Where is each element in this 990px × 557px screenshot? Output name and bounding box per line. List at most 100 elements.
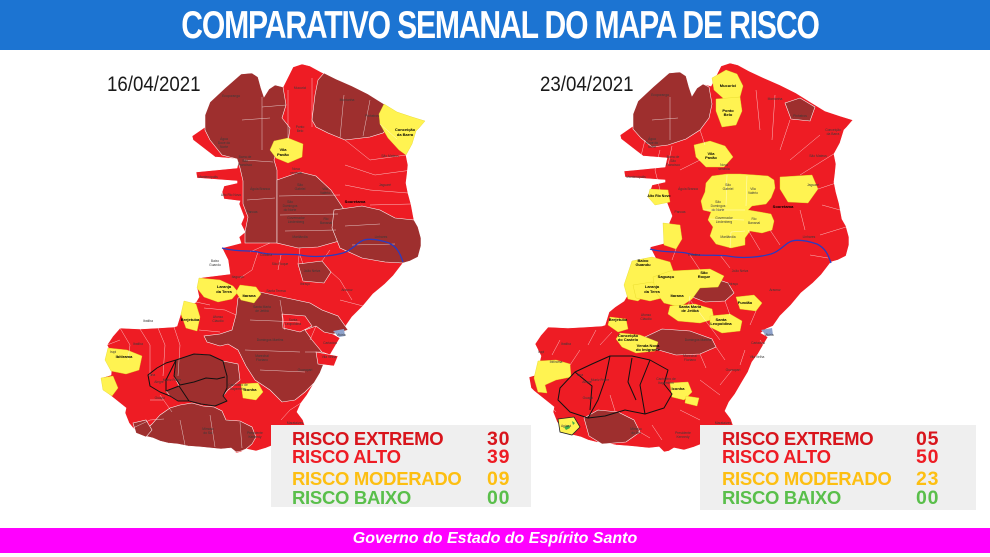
svg-text:do Sul: do Sul [203, 431, 213, 435]
svg-text:Ponto: Ponto [722, 108, 734, 113]
svg-text:Cariacica: Cariacica [751, 341, 765, 345]
svg-text:Pinheiros: Pinheiros [793, 114, 807, 118]
svg-text:Alegre: Alegre [154, 380, 164, 384]
svg-text:Alto Rio Novo: Alto Rio Novo [221, 193, 241, 197]
svg-text:Sooretama: Sooretama [773, 204, 794, 209]
svg-text:Mucurici: Mucurici [294, 86, 307, 90]
svg-text:Mucurici: Mucurici [720, 83, 736, 88]
svg-text:João Neiva: João Neiva [304, 269, 321, 273]
svg-text:Santa: Santa [716, 317, 728, 322]
svg-text:Vila: Vila [279, 147, 287, 152]
svg-text:Cláudio: Cláudio [212, 319, 223, 323]
svg-text:Águia Branca: Águia Branca [678, 187, 698, 191]
svg-text:Domingos: Domingos [283, 204, 298, 208]
svg-text:Venda Nova: Venda Nova [637, 343, 660, 348]
svg-text:Domingos Martins: Domingos Martins [685, 338, 712, 342]
svg-text:Gabriel: Gabriel [723, 187, 734, 191]
svg-text:João Neiva: João Neiva [732, 269, 749, 273]
svg-text:do Norte: do Norte [712, 208, 725, 212]
svg-text:Kennedy: Kennedy [676, 435, 689, 439]
svg-text:Ibatiba: Ibatiba [561, 342, 571, 346]
svg-text:Itarana: Itarana [242, 293, 256, 298]
svg-text:Saguaçu: Saguaçu [658, 274, 675, 279]
svg-text:Barra de: Barra de [667, 155, 680, 159]
svg-text:Governador: Governador [287, 216, 305, 220]
svg-text:Aracruz: Aracruz [769, 288, 781, 292]
svg-text:Sooretama: Sooretama [345, 199, 366, 204]
svg-text:Muniz Freire: Muniz Freire [591, 378, 609, 382]
svg-text:Marechal: Marechal [683, 354, 697, 358]
svg-text:Vila: Vila [750, 187, 756, 191]
svg-text:Ibitirama: Ibitirama [116, 354, 133, 359]
svg-text:Jaguaré: Jaguaré [379, 183, 391, 187]
svg-text:Norte: Norte [648, 145, 656, 149]
svg-text:Santa Maria: Santa Maria [679, 304, 702, 309]
svg-text:Rio: Rio [752, 217, 757, 221]
svg-text:Ibiraçu: Ibiraçu [728, 282, 738, 286]
svg-text:Colatina: Colatina [260, 253, 272, 257]
svg-text:Doce do: Doce do [646, 141, 658, 145]
svg-text:Bananal: Bananal [320, 221, 332, 225]
svg-text:Guarapari: Guarapari [298, 368, 313, 372]
svg-text:Doce do: Doce do [218, 141, 230, 145]
svg-text:do Imigrante: do Imigrante [636, 347, 661, 352]
svg-text:Baixo: Baixo [211, 259, 219, 263]
svg-text:Lindenberg: Lindenberg [716, 220, 733, 224]
svg-text:Leopoldina: Leopoldina [710, 321, 732, 326]
svg-text:São Mateus: São Mateus [381, 154, 399, 158]
svg-text:da Barra: da Barra [397, 132, 414, 137]
svg-text:Floriano: Floriano [256, 358, 268, 362]
svg-text:Gabriel: Gabriel [295, 187, 306, 191]
svg-text:Guaçuí: Guaçuí [155, 396, 166, 400]
svg-text:Vitória: Vitória [764, 333, 773, 337]
svg-text:Itarana: Itarana [670, 293, 684, 298]
svg-text:Apiacá: Apiacá [561, 424, 571, 428]
svg-text:Pancas: Pancas [247, 210, 258, 214]
svg-text:Presidente: Presidente [247, 431, 263, 435]
svg-text:Santa Teresa: Santa Teresa [266, 289, 286, 293]
svg-text:Santa Maria: Santa Maria [253, 305, 271, 309]
svg-text:São: São [287, 200, 293, 204]
svg-text:São: São [700, 270, 708, 275]
svg-text:Pancas: Pancas [675, 210, 686, 214]
svg-text:da Barra: da Barra [827, 132, 840, 136]
svg-text:Ponto: Ponto [296, 125, 305, 129]
svg-text:Marataízes: Marataízes [715, 421, 732, 425]
svg-text:Itapemirim: Itapemirim [658, 381, 674, 385]
svg-text:Mantenópolis: Mantenópolis [198, 175, 218, 179]
svg-text:da Terra: da Terra [216, 289, 232, 294]
svg-text:São Mateus: São Mateus [809, 154, 827, 158]
svg-text:da Terra: da Terra [644, 289, 660, 294]
svg-text:Bananal: Bananal [748, 221, 760, 225]
svg-text:Ibatiba: Ibatiba [143, 319, 153, 323]
svg-text:Conceição: Conceição [618, 333, 639, 338]
svg-text:Francisco: Francisco [238, 163, 252, 167]
svg-text:Guandu: Guandu [209, 263, 221, 267]
svg-text:Lindenberg: Lindenberg [288, 220, 305, 224]
svg-text:Ecoporanga: Ecoporanga [222, 94, 240, 98]
svg-text:Guandu: Guandu [635, 262, 651, 267]
svg-text:Ibitirama: Ibitirama [550, 360, 563, 364]
svg-text:Montanha: Montanha [768, 97, 783, 101]
svg-text:Valério: Valério [748, 191, 758, 195]
svg-text:Vila: Vila [707, 151, 715, 156]
svg-text:de Jetibá: de Jetibá [255, 309, 269, 313]
svg-text:São: São [242, 159, 248, 163]
svg-text:Valério: Valério [320, 191, 330, 195]
svg-text:Água: Água [648, 137, 656, 141]
svg-text:de Jetibá: de Jetibá [681, 308, 699, 313]
svg-text:Conceição: Conceição [395, 127, 416, 132]
svg-text:Mimoso: Mimoso [202, 427, 214, 431]
svg-text:Águia Branca: Águia Branca [250, 187, 270, 191]
svg-text:Colatina: Colatina [688, 253, 700, 257]
svg-text:Cariacica: Cariacica [323, 341, 337, 345]
svg-text:Conceição: Conceição [825, 128, 841, 132]
svg-text:Vila Velha: Vila Velha [322, 355, 337, 359]
svg-text:Iúna: Iúna [577, 373, 584, 377]
svg-text:Aracruz: Aracruz [341, 288, 353, 292]
svg-text:do Castelo: do Castelo [618, 337, 639, 342]
svg-text:Baixo: Baixo [638, 258, 649, 263]
svg-text:Norte: Norte [220, 145, 228, 149]
svg-text:Marilândia: Marilândia [292, 235, 307, 239]
svg-text:Pinheiros: Pinheiros [365, 114, 379, 118]
